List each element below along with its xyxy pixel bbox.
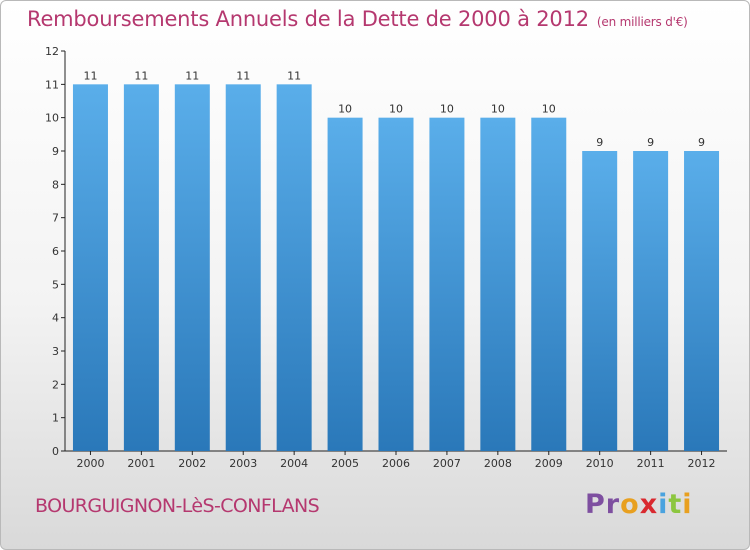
bar [531, 117, 567, 452]
y-tick-label: 12 [45, 45, 59, 58]
bar [633, 151, 669, 451]
x-tick-label: 2005 [331, 457, 359, 470]
proxiti-logo: Proxiti [585, 489, 693, 520]
x-tick-label: 2012 [688, 457, 716, 470]
bar [276, 84, 312, 451]
y-tick-label: 1 [52, 412, 59, 425]
bar-value-label: 11 [134, 69, 148, 82]
y-tick-label: 9 [52, 145, 59, 158]
bar [174, 84, 210, 451]
y-tick-label: 8 [52, 178, 59, 191]
bar [684, 151, 720, 451]
logo-letter: r [605, 489, 621, 520]
bar-value-label: 11 [236, 69, 250, 82]
bar-value-label: 10 [542, 103, 556, 116]
unit-label: (en milliers d'€) [596, 15, 688, 29]
y-tick-label: 10 [45, 112, 59, 125]
bar [582, 151, 618, 451]
bar [480, 117, 516, 452]
bar [429, 117, 465, 452]
bar-value-label: 10 [491, 103, 505, 116]
y-tick-label: 0 [52, 445, 59, 458]
chart-title: Remboursements Annuels de la Dette de 20… [27, 7, 688, 31]
y-tick-label: 7 [52, 212, 59, 225]
bar-value-label: 9 [596, 136, 603, 149]
bar [225, 84, 261, 451]
city-name: BOURGUIGNON-LèS-CONFLANS [35, 495, 320, 517]
y-tick-label: 2 [52, 378, 59, 391]
y-tick-label: 3 [52, 345, 59, 358]
bar-value-label: 10 [389, 103, 403, 116]
x-tick-label: 2009 [535, 457, 563, 470]
logo-letter: i [682, 489, 693, 520]
x-tick-label: 2004 [280, 457, 308, 470]
y-tick-label: 5 [52, 278, 59, 291]
bar-value-label: 9 [698, 136, 705, 149]
bar [327, 117, 363, 452]
y-tick-label: 11 [45, 78, 59, 91]
y-tick-label: 6 [52, 245, 59, 258]
bar-value-label: 11 [287, 69, 301, 82]
logo-letter: t [668, 489, 683, 520]
data-labels: 11 11 11 11 11 10 10 10 10 10 9 9 9 [83, 69, 705, 149]
logo-letter: o [620, 489, 640, 520]
x-tick-label: 2006 [382, 457, 410, 470]
x-tick-label: 2007 [433, 457, 461, 470]
logo-letter: P [585, 489, 606, 520]
y-tick-label: 4 [52, 312, 59, 325]
bars [72, 84, 720, 452]
x-tick-label: 2003 [229, 457, 257, 470]
x-tick-label: 2011 [637, 457, 665, 470]
x-tick-label: 2000 [76, 457, 104, 470]
x-tick-label: 2010 [586, 457, 614, 470]
bar-value-label: 11 [83, 69, 97, 82]
bar-value-label: 10 [338, 103, 352, 116]
bar-value-label: 9 [647, 136, 654, 149]
bar-value-label: 10 [440, 103, 454, 116]
x-tick-label: 2008 [484, 457, 512, 470]
logo-letter: i [658, 489, 669, 520]
bar [123, 84, 159, 451]
x-tick-label: 2001 [127, 457, 155, 470]
x-tick-label: 2002 [178, 457, 206, 470]
bar [378, 117, 414, 452]
logo-letter: x [639, 489, 659, 520]
bar [72, 84, 108, 451]
bar-value-label: 11 [185, 69, 199, 82]
title-text: Remboursements Annuels de la Dette de 20… [27, 7, 589, 31]
